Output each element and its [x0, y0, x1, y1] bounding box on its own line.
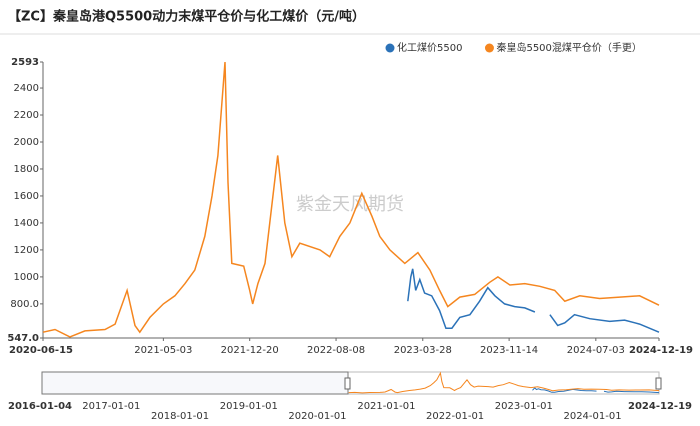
- navigator-label: 2021-01-01: [357, 401, 415, 412]
- navigator-label: 2018-01-01: [151, 411, 209, 422]
- y-tick-label: 1800: [14, 164, 39, 175]
- line: [407, 268, 660, 333]
- navigator-label: 2024-01-01: [563, 411, 621, 422]
- navigator-handle[interactable]: [655, 377, 662, 390]
- chart-title: 【ZC】秦皇岛港Q5500动力末煤平仓价与化工煤价（元/吨）: [8, 9, 365, 25]
- y-tick-label: 2593: [11, 57, 39, 68]
- x-tick-label: 2022-08-08: [307, 345, 365, 356]
- watermark: 紫金天风期货: [296, 194, 404, 215]
- y-tick-label: 2000: [14, 137, 39, 148]
- navigator-line: [532, 387, 660, 394]
- y-tick-label: 547.0: [7, 333, 39, 344]
- navigator-label: 2016-01-04: [8, 401, 72, 412]
- y-tick-label: 1200: [14, 245, 39, 256]
- legend-marker: [385, 43, 395, 53]
- navigator-label: 2023-01-01: [495, 401, 553, 412]
- legend-label: 化工煤价5500: [397, 41, 462, 54]
- navigator-label: 2017-01-01: [82, 401, 140, 412]
- x-tick-label: 2023-03-28: [394, 345, 452, 356]
- y-tick-label: 1000: [14, 272, 39, 283]
- navigator-label: 2019-01-01: [220, 401, 278, 412]
- x-tick-label: 2024-07-03: [567, 345, 625, 356]
- x-tick-label: 2023-11-14: [480, 345, 538, 356]
- legend-marker: [484, 43, 494, 53]
- y-tick-label: 2200: [14, 110, 39, 121]
- navigator-line: [348, 371, 660, 394]
- y-tick-label: 1600: [14, 191, 39, 202]
- x-tick-label: 2020-06-15: [9, 345, 73, 356]
- x-tick-label: 2021-12-20: [221, 345, 279, 356]
- x-tick-label: 2021-05-03: [134, 345, 192, 356]
- navigator-label: 2020-01-01: [288, 411, 346, 422]
- y-tick-label: 2400: [14, 83, 39, 94]
- line: [42, 61, 660, 338]
- navigator-handle[interactable]: [344, 377, 351, 390]
- navigator-label: 2022-01-01: [426, 411, 484, 422]
- navigator-window[interactable]: [41, 371, 349, 395]
- y-tick-label: 800.0: [10, 299, 39, 310]
- x-tick-label: 2024-12-19: [629, 345, 693, 356]
- y-tick-label: 1400: [14, 218, 39, 229]
- legend-label: 秦皇岛5500混煤平仓价（手更）: [496, 41, 641, 54]
- navigator-label: 2024-12-19: [628, 401, 692, 412]
